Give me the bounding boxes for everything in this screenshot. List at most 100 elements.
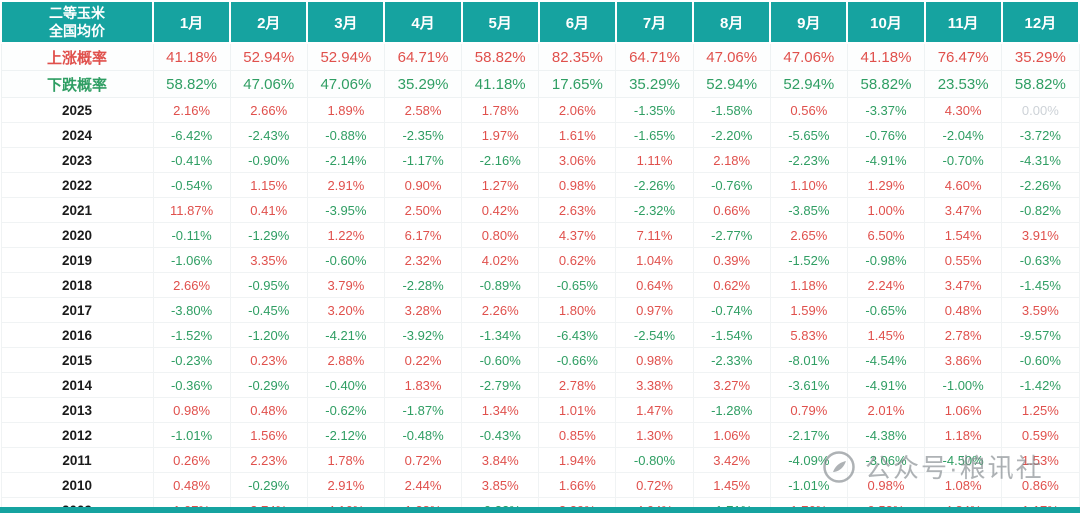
- value-cell: 1.01%: [538, 397, 617, 423]
- probability-row-label: 上涨概率: [0, 42, 154, 71]
- value-cell: -0.82%: [1001, 197, 1080, 223]
- value-cell: -4.91%: [846, 147, 926, 173]
- value-cell: -8.01%: [769, 347, 848, 373]
- value-cell: -1.87%: [383, 397, 463, 423]
- value-cell: 2.66%: [152, 272, 231, 298]
- value-cell: 1.66%: [538, 472, 617, 498]
- value-cell: -0.80%: [615, 447, 694, 473]
- month-header: 7月: [614, 0, 695, 44]
- value-cell: 3.38%: [615, 372, 694, 398]
- year-label: 2024: [0, 122, 154, 148]
- value-cell: 1.10%: [769, 172, 848, 198]
- bottom-teal-bar: [0, 507, 1080, 513]
- value-cell: -2.33%: [692, 347, 771, 373]
- month-header: 1月: [151, 0, 232, 44]
- value-cell: -0.98%: [846, 247, 926, 273]
- value-cell: 1.78%: [461, 97, 540, 123]
- value-cell: -0.95%: [229, 272, 308, 298]
- value-cell: 2.44%: [383, 472, 463, 498]
- year-row-2019: 2019 -1.06% 3.35% -0.60% 2.32% 4.02% 0.62% 1.04…: [0, 247, 1080, 273]
- probability-value-cell: 47.06%: [692, 42, 771, 71]
- year-row-2010: 2010 0.48% -0.29% 2.91% 2.44% 3.85% 1.66% 0.72%…: [0, 472, 1080, 498]
- value-cell: -0.70%: [924, 147, 1003, 173]
- value-cell: 0.98%: [615, 347, 694, 373]
- month-header: 6月: [537, 0, 617, 44]
- value-cell: -1.06%: [152, 247, 231, 273]
- year-label: 2018: [0, 272, 154, 298]
- value-cell: -6.43%: [538, 322, 617, 348]
- year-row-2015: 2015 -0.23% 0.23% 2.88% 0.22% -0.60% -0.66% 0.9…: [0, 347, 1080, 373]
- value-cell: 2.58%: [383, 97, 463, 123]
- value-cell: 2.91%: [306, 172, 385, 198]
- value-cell: -0.40%: [306, 372, 385, 398]
- value-cell: -2.35%: [383, 122, 463, 148]
- value-cell: -0.63%: [1001, 247, 1080, 273]
- value-cell: 0.62%: [692, 272, 771, 298]
- value-cell: -0.65%: [538, 272, 617, 298]
- value-cell: -1.17%: [383, 147, 463, 173]
- value-cell: 2.63%: [538, 197, 617, 223]
- value-cell: 2.01%: [846, 397, 926, 423]
- value-cell: -0.90%: [229, 147, 308, 173]
- value-cell: 2.88%: [306, 347, 385, 373]
- value-cell: 1.22%: [306, 222, 385, 248]
- value-cell: -2.20%: [692, 122, 771, 148]
- year-label: 2012: [0, 422, 154, 448]
- value-cell: 2.16%: [152, 97, 231, 123]
- value-cell: 1.06%: [692, 422, 771, 448]
- year-label: 2016: [0, 322, 154, 348]
- year-row-2012: 2012 -1.01% 1.56% -2.12% -0.48% -0.43% 0.85% 1.…: [0, 422, 1080, 448]
- value-cell: 0.41%: [229, 197, 308, 223]
- value-cell: 1.53%: [1001, 447, 1080, 473]
- value-cell: 2.66%: [229, 97, 308, 123]
- table-corner-title: 二等玉米 全国均价: [0, 0, 154, 44]
- value-cell: -1.28%: [692, 397, 771, 423]
- value-cell: 1.06%: [924, 397, 1003, 423]
- value-cell: -4.91%: [846, 372, 926, 398]
- value-cell: 0.64%: [615, 272, 694, 298]
- value-cell: 3.28%: [383, 297, 463, 323]
- value-cell: -0.74%: [692, 297, 771, 323]
- value-cell: 1.04%: [615, 247, 694, 273]
- value-cell: -2.32%: [615, 197, 694, 223]
- value-cell: 2.32%: [383, 247, 463, 273]
- value-cell: -1.01%: [769, 472, 848, 498]
- value-cell: 0.85%: [538, 422, 617, 448]
- value-cell: 1.00%: [846, 197, 926, 223]
- value-cell: 0.90%: [383, 172, 463, 198]
- value-cell: -3.06%: [846, 447, 926, 473]
- value-cell: 7.11%: [615, 222, 694, 248]
- value-cell: 1.97%: [461, 122, 540, 148]
- value-cell: 4.37%: [538, 222, 617, 248]
- probability-value-cell: 76.47%: [924, 42, 1003, 71]
- month-header: 12月: [1000, 0, 1080, 44]
- value-cell: 3.84%: [461, 447, 540, 473]
- value-cell: -6.42%: [152, 122, 231, 148]
- value-cell: -1.54%: [692, 322, 771, 348]
- value-cell: 0.42%: [461, 197, 540, 223]
- value-cell: 1.56%: [229, 422, 308, 448]
- value-cell: -4.31%: [1001, 147, 1080, 173]
- value-cell: -0.65%: [846, 297, 926, 323]
- value-cell: 2.06%: [538, 97, 617, 123]
- value-cell: 0.23%: [229, 347, 308, 373]
- value-cell: -0.88%: [306, 122, 385, 148]
- value-cell: -0.23%: [152, 347, 231, 373]
- probability-row-up: 上涨概率 41.18% 52.94% 52.94% 64.71% 58.82% 82.35%…: [0, 42, 1080, 71]
- value-cell: 0.00%: [1001, 97, 1080, 123]
- month-header: 2月: [229, 0, 309, 44]
- year-row-2021: 2021 11.87% 0.41% -3.95% 2.50% 0.42% 2.63% -2.3…: [0, 197, 1080, 223]
- value-cell: -3.92%: [383, 322, 463, 348]
- value-cell: 3.20%: [306, 297, 385, 323]
- year-row-2018: 2018 2.66% -0.95% 3.79% -2.28% -0.89% -0.65% 0.…: [0, 272, 1080, 298]
- value-cell: -0.43%: [461, 422, 540, 448]
- value-cell: 2.50%: [383, 197, 463, 223]
- value-cell: -5.65%: [769, 122, 848, 148]
- value-cell: -2.77%: [692, 222, 771, 248]
- year-label: 2022: [0, 172, 154, 198]
- value-cell: 1.78%: [306, 447, 385, 473]
- value-cell: 11.87%: [152, 197, 231, 223]
- probability-value-cell: 47.06%: [306, 70, 385, 98]
- value-cell: 0.86%: [1001, 472, 1080, 498]
